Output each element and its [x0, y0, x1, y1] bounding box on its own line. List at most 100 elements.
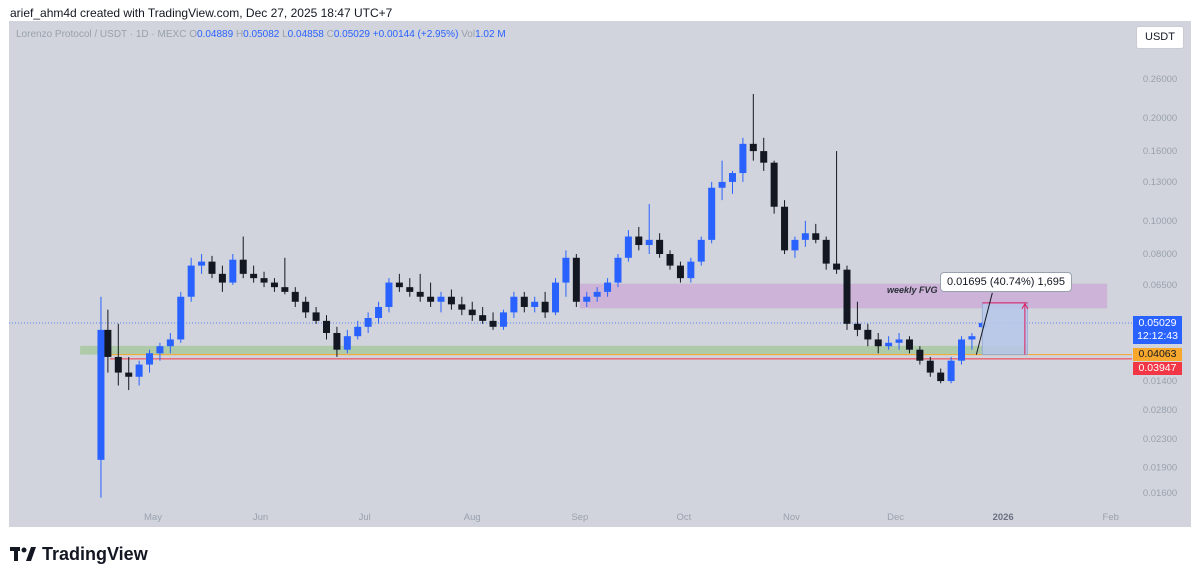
candle-body [739, 143, 747, 174]
candle-body [198, 261, 206, 266]
y-tick-label: 0.13000 [1143, 177, 1177, 188]
candle [104, 309, 112, 373]
x-tick-label: Dec [887, 512, 904, 523]
candle [187, 257, 195, 302]
candle [885, 336, 893, 350]
candle-body [260, 278, 268, 283]
candle [125, 356, 133, 391]
candle-body [958, 339, 966, 361]
candle [843, 265, 851, 330]
candle-body [833, 263, 841, 270]
candle-body [968, 336, 976, 340]
last-price-value: 0.05029 [1138, 317, 1177, 329]
candle-body [728, 173, 736, 182]
close-value: 0.05029 [333, 29, 370, 40]
candle-body [218, 273, 226, 283]
candle [239, 236, 247, 279]
candle-body [812, 233, 820, 240]
candle [656, 233, 664, 258]
candle-body [208, 261, 216, 274]
candle-body [250, 273, 258, 279]
candle-body [510, 296, 518, 313]
candle-body [177, 296, 185, 340]
candle-body [281, 287, 289, 292]
candle [687, 257, 695, 283]
candle-body [760, 151, 768, 163]
candle-body [323, 320, 330, 333]
candle-body [395, 282, 403, 288]
candle [760, 137, 768, 171]
candle [666, 250, 674, 270]
y-tick-label: 0.16000 [1143, 146, 1177, 157]
candle [822, 236, 830, 270]
candle [302, 296, 310, 318]
change-value: +0.00144 (+2.95%) [372, 29, 459, 40]
candle-body [458, 304, 466, 310]
candle [146, 349, 154, 373]
candle-body [874, 339, 882, 347]
candle [739, 137, 747, 182]
candle-body [489, 320, 497, 327]
price-axis[interactable] [1132, 21, 1191, 527]
y-tick-label: 0.20000 [1143, 113, 1177, 124]
y-tick-label: 0.01600 [1143, 488, 1177, 499]
candle-body [843, 269, 851, 324]
candle-body [343, 336, 351, 350]
candle-body [270, 282, 278, 288]
candle-body [864, 329, 872, 340]
candle-body [791, 239, 799, 251]
y-tick-label: 0.10000 [1143, 216, 1177, 227]
candle [218, 265, 226, 292]
candle [166, 332, 174, 354]
support-zone [80, 345, 1028, 355]
candle [458, 296, 466, 316]
candle-body [166, 339, 174, 347]
candle-body [531, 301, 539, 307]
candle-body [645, 239, 653, 246]
tradingview-logo-icon [10, 547, 36, 561]
candle-body [156, 346, 164, 354]
candle [968, 332, 976, 350]
candle-body [676, 265, 684, 279]
candle-body [499, 312, 507, 327]
measure-tooltip: 0.01695 (40.74%) 1,695 [940, 272, 1073, 292]
candle-body [229, 259, 237, 283]
candle [468, 301, 476, 321]
candle-body [604, 282, 612, 292]
candle [479, 306, 487, 324]
candle [916, 346, 924, 365]
candle [416, 273, 424, 302]
candle [593, 287, 601, 302]
candle [937, 368, 945, 384]
currency-button[interactable]: USDT [1136, 26, 1184, 49]
candle-body [375, 306, 383, 318]
candle [333, 326, 341, 357]
candle [406, 278, 414, 297]
tradingview-logo[interactable]: TradingView [10, 544, 148, 564]
level-orange-tag: 0.04063 [1133, 348, 1182, 361]
candle [864, 323, 872, 347]
candle [833, 151, 841, 274]
candle-body [427, 296, 435, 302]
candle [437, 291, 445, 313]
candle-body [916, 349, 924, 361]
x-tick-label: Aug [464, 512, 481, 523]
symbol-ohlc-bar: Lorenzo Protocol / USDT · 1D · MEXC O0.0… [16, 29, 506, 40]
candle [177, 291, 185, 343]
candle-body [187, 265, 195, 297]
candle [853, 301, 861, 337]
candle [427, 282, 435, 307]
candle-body [614, 257, 622, 283]
candle-body [541, 301, 549, 313]
measure-arrow-head [1021, 302, 1029, 310]
candle-body [302, 301, 310, 313]
candle [791, 236, 799, 258]
candle [323, 315, 330, 340]
candle-body [552, 282, 560, 313]
x-tick-label: 2026 [993, 512, 1014, 523]
candle-body [895, 339, 903, 343]
x-tick-label: Nov [783, 512, 800, 523]
candle-body [666, 254, 674, 266]
candle-body [583, 296, 591, 302]
bar-countdown: 12:12:43 [1137, 330, 1178, 342]
